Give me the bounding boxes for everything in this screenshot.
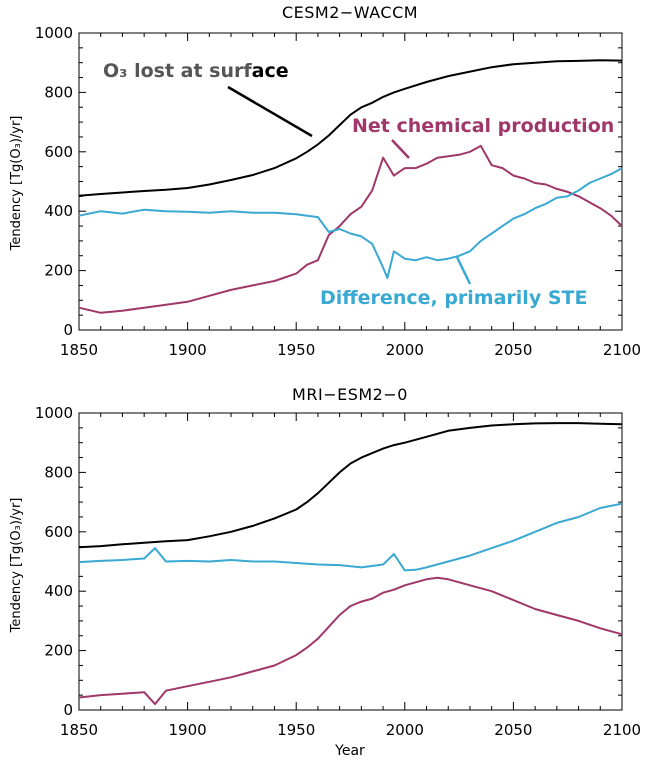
plot-frame bbox=[78, 412, 623, 711]
y-tick-label: 200 bbox=[44, 262, 73, 280]
x-tick-label: 1950 bbox=[277, 721, 315, 739]
panel-title: MRI−ESM2−0 bbox=[292, 385, 408, 404]
series-line-difference bbox=[78, 502, 623, 572]
series-line-difference bbox=[78, 167, 623, 279]
y-tick-label: 400 bbox=[44, 202, 73, 220]
panel-title: CESM2−WACCM bbox=[282, 3, 418, 22]
y-tick-label: 800 bbox=[44, 83, 73, 101]
annotation-diff-arrow bbox=[455, 256, 472, 285]
x-tick-label: 2050 bbox=[494, 341, 532, 359]
x-tick-label: 2000 bbox=[386, 341, 424, 359]
annotation-surface-arrow bbox=[227, 85, 313, 138]
x-tick-label: 1900 bbox=[169, 721, 207, 739]
y-axis-label: Tendency [Tg(O₃)/yr] bbox=[9, 116, 24, 252]
x-tick-label: 1900 bbox=[169, 341, 207, 359]
y-ticks: 0 200 400 600 800 1000 bbox=[35, 24, 622, 339]
x-tick-label: 2000 bbox=[386, 721, 424, 739]
series-line-surface-loss bbox=[78, 422, 623, 549]
series-line-net-chemical bbox=[78, 144, 623, 314]
x-tick-label: 2100 bbox=[603, 341, 641, 359]
panel-cesm2-waccm: CESM2−WACCM Tendency [Tg(O₃)/yr] 0 200 400… bbox=[9, 3, 641, 359]
annotation-difference: Difference, primarily STE bbox=[320, 287, 587, 309]
x-ticks: 1850 1900 1950 2000 2050 2100 bbox=[60, 413, 641, 739]
panel-mri-esm2-0: MRI−ESM2−0 Tendency [Tg(O₃)/yr] Year 0 20… bbox=[9, 385, 641, 759]
x-tick-label: 2050 bbox=[494, 721, 532, 739]
x-ticks: 1850 1900 1950 2000 2050 2100 bbox=[60, 33, 641, 359]
x-tick-label: 1950 bbox=[277, 341, 315, 359]
annotation-net-chemical: Net chemical production bbox=[352, 115, 614, 137]
series-group bbox=[78, 422, 623, 706]
y-tick-label: 800 bbox=[44, 463, 73, 481]
y-axis-label: Tendency [Tg(O₃)/yr] bbox=[9, 498, 24, 634]
annotation-surface-bold: ace bbox=[252, 60, 289, 82]
y-tick-label: 600 bbox=[44, 523, 73, 541]
x-axis-label: Year bbox=[334, 743, 365, 759]
x-tick-label: 1850 bbox=[60, 721, 98, 739]
y-tick-label: 600 bbox=[44, 143, 73, 161]
y-tick-label: 400 bbox=[44, 582, 73, 600]
y-tick-label: 0 bbox=[63, 701, 73, 719]
y-tick-label: 1000 bbox=[35, 404, 73, 422]
annotation-surface-text: O₃ lost at surf bbox=[103, 60, 252, 82]
series-line-net-chemical bbox=[78, 576, 623, 706]
y-ticks: 0 200 400 600 800 1000 bbox=[35, 404, 622, 719]
annotation-surface-loss: O₃ lost at surface bbox=[103, 60, 289, 82]
annotation-chem-arrow bbox=[391, 139, 410, 159]
series-group bbox=[78, 59, 623, 314]
y-tick-label: 1000 bbox=[35, 24, 73, 42]
series-line-surface-loss bbox=[78, 59, 623, 197]
y-tick-label: 200 bbox=[44, 642, 73, 660]
x-tick-label: 2100 bbox=[603, 721, 641, 739]
y-tick-label: 0 bbox=[63, 321, 73, 339]
x-tick-label: 1850 bbox=[60, 341, 98, 359]
